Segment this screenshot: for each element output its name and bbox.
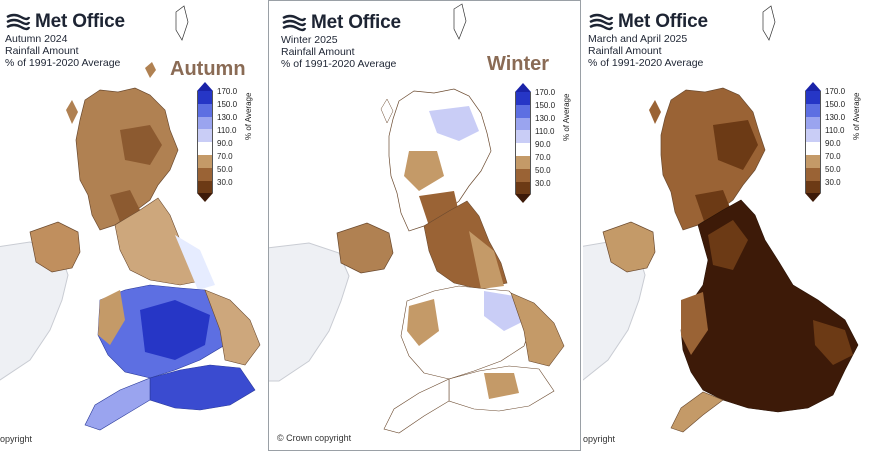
colorbar-tick: 150.0 <box>825 100 846 109</box>
colorbar-tick: 70.0 <box>217 152 233 161</box>
rainfall-map-autumn <box>0 5 261 431</box>
colorbar-segment <box>197 167 213 181</box>
colorbar-legend: 170.0 150.0 130.0 110.0 90.0 70.0 50.0 3… <box>197 0 266 203</box>
map-panel-autumn: Met Office Autumn 2024 Rainfall Amount %… <box>0 0 266 451</box>
colorbar-segment <box>197 116 213 130</box>
map-period-title: March and April 2025 <box>588 33 688 45</box>
colorbar-upper-arrow <box>197 82 213 91</box>
colorbar-segment <box>515 155 531 169</box>
colorbar-label: % of Average <box>562 93 571 141</box>
colorbar-lower-arrow <box>515 194 531 204</box>
colorbar-segment <box>515 130 531 144</box>
colorbar-legend: 170.0 150.0 130.0 110.0 90.0 70.0 50.0 3… <box>515 1 580 204</box>
map-variable-title: Rainfall Amount <box>5 45 79 57</box>
colorbar-tick: 130.0 <box>535 114 556 123</box>
copyright-text: opyright <box>583 434 616 444</box>
colorbar-tick: 110.0 <box>217 126 237 135</box>
colorbar-segment <box>197 129 213 143</box>
map-panel-winter: Met Office Winter 2025 Rainfall Amount %… <box>268 0 581 451</box>
map-baseline-title: % of 1991-2020 Average <box>588 57 704 69</box>
colorbar-tick: 50.0 <box>217 165 233 174</box>
colorbar-segment <box>197 154 213 168</box>
season-label: Winter <box>487 53 550 75</box>
colorbar-tick: 90.0 <box>825 139 841 148</box>
met-office-logo: Met Office <box>588 11 708 33</box>
colorbar-segment <box>805 129 821 143</box>
colorbar-lower-arrow <box>197 193 213 203</box>
colorbar-segment <box>515 104 531 118</box>
colorbar-tick: 150.0 <box>217 100 238 109</box>
colorbar-legend: 170.0 150.0 130.0 110.0 90.0 70.0 50.0 3… <box>805 0 869 203</box>
colorbar-segment <box>805 91 821 104</box>
map-panel-march-april: Met Office March and April 2025 Rainfall… <box>583 0 870 451</box>
colorbar-segment <box>805 116 821 130</box>
colorbar-segment <box>515 92 531 105</box>
colorbar-segment <box>197 91 213 104</box>
colorbar-tick: 170.0 <box>217 87 238 96</box>
colorbar-tick: 130.0 <box>217 113 238 122</box>
colorbar-tick: 70.0 <box>535 153 551 162</box>
brand-name: Met Office <box>35 11 125 32</box>
met-office-swirl-icon <box>589 13 614 31</box>
colorbar-segment <box>515 181 531 195</box>
colorbar-tick: 50.0 <box>535 166 551 175</box>
colorbar-segment <box>805 142 821 155</box>
met-office-swirl-icon <box>282 14 307 32</box>
colorbar-tick: 130.0 <box>825 113 846 122</box>
colorbar-tick: 30.0 <box>825 178 841 187</box>
map-titles: March and April 2025 Rainfall Amount % o… <box>588 33 703 69</box>
map-variable-title: Rainfall Amount <box>281 46 355 58</box>
met-office-logo: Met Office <box>5 11 125 33</box>
map-baseline-title: % of 1991-2020 Average <box>5 57 121 69</box>
brand-name: Met Office <box>618 11 708 32</box>
colorbar-tick: 170.0 <box>535 88 556 97</box>
colorbar-label: % of Average <box>852 92 861 140</box>
map-titles: Winter 2025 Rainfall Amount % of 1991-20… <box>281 34 396 70</box>
colorbar-segment <box>805 180 821 194</box>
map-period-title: Winter 2025 <box>281 34 338 46</box>
met-office-swirl-icon <box>6 13 31 31</box>
colorbar-tick: 70.0 <box>825 152 841 161</box>
met-office-logo: Met Office <box>281 12 401 34</box>
copyright-text: © Crown copyright <box>277 433 352 443</box>
colorbar-tick: 90.0 <box>535 140 551 149</box>
colorbar-tick: 30.0 <box>217 178 233 187</box>
colorbar-tick: 90.0 <box>217 139 233 148</box>
colorbar-scale <box>805 82 821 203</box>
colorbar-tick: 150.0 <box>535 101 556 110</box>
colorbar-tick: 50.0 <box>825 165 841 174</box>
colorbar-segment <box>805 154 821 168</box>
colorbar-segment <box>805 167 821 181</box>
colorbar-tick: 30.0 <box>535 179 551 188</box>
colorbar-segment <box>805 103 821 117</box>
brand-name: Met Office <box>311 12 401 33</box>
colorbar-label: % of Average <box>244 92 253 140</box>
colorbar-segment <box>197 180 213 194</box>
rainfall-map-march-april <box>583 5 859 433</box>
map-titles: Autumn 2024 Rainfall Amount % of 1991-20… <box>5 33 120 69</box>
season-label: Autumn <box>170 58 246 80</box>
map-period-title: Autumn 2024 <box>5 33 68 45</box>
colorbar-tick: 110.0 <box>825 126 845 135</box>
colorbar-segment <box>197 142 213 155</box>
colorbar-segment <box>197 103 213 117</box>
colorbar-segment <box>515 117 531 131</box>
map-variable-title: Rainfall Amount <box>588 45 662 57</box>
map-baseline-title: % of 1991-2020 Average <box>281 58 397 70</box>
copyright-text: opyright <box>0 434 33 444</box>
colorbar-scale <box>515 83 531 204</box>
colorbar-tick: 170.0 <box>825 87 846 96</box>
rainfall-map-winter <box>269 3 565 434</box>
colorbar-upper-arrow <box>805 82 821 91</box>
colorbar-upper-arrow <box>515 83 531 92</box>
colorbar-lower-arrow <box>805 193 821 203</box>
colorbar-scale <box>197 82 213 203</box>
colorbar-segment <box>515 143 531 156</box>
colorbar-segment <box>515 168 531 182</box>
colorbar-tick: 110.0 <box>535 127 555 136</box>
